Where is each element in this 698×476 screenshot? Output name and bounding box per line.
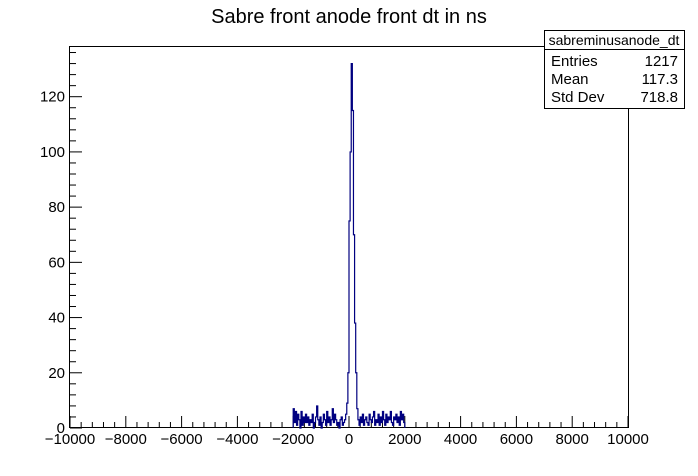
x-tick-label: 2000	[388, 431, 421, 448]
y-tick-label: 120	[40, 89, 65, 106]
stats-box-name: sabreminusanode_dt	[549, 32, 680, 48]
x-tick-label: −10000	[45, 431, 95, 448]
stats-box-frame	[544, 30, 685, 109]
x-tick-label: −2000	[272, 431, 314, 448]
y-tick-label: 20	[48, 365, 65, 382]
x-tick-label: 4000	[444, 431, 477, 448]
x-tick-label: 8000	[556, 431, 589, 448]
chart-title: Sabre front anode front dt in ns	[211, 6, 487, 28]
x-axis: −10000 −8000 −6000 −4000 −2000 0 2000 4000 6000 8…	[45, 416, 649, 448]
x-tick-label: −6000	[161, 431, 203, 448]
x-tick-label: −8000	[105, 431, 147, 448]
y-tick-label: 60	[48, 254, 65, 271]
y-tick-label: 40	[48, 310, 65, 327]
stats-mean-label: Mean	[551, 71, 589, 88]
stats-mean-value: 117.3	[642, 71, 678, 88]
stats-entries-value: 1217	[645, 53, 678, 70]
x-tick-label: 10000	[607, 431, 649, 448]
y-axis: 0 20 40 60 80 100 120	[40, 52, 82, 437]
x-tick-label: 0	[345, 431, 353, 448]
stats-box: sabreminusanode_dt Entries 1217 Mean 117…	[544, 30, 685, 109]
stats-entries-label: Entries	[551, 53, 598, 70]
histogram-outline	[292, 62, 406, 429]
y-tick-label: 0	[57, 420, 65, 437]
y-tick-label: 100	[40, 144, 65, 161]
x-tick-label: −4000	[216, 431, 258, 448]
stats-stddev-label: Std Dev	[551, 89, 605, 106]
stats-stddev-value: 718.8	[640, 89, 678, 106]
y-tick-label: 80	[48, 199, 65, 216]
x-tick-label: 6000	[500, 431, 533, 448]
